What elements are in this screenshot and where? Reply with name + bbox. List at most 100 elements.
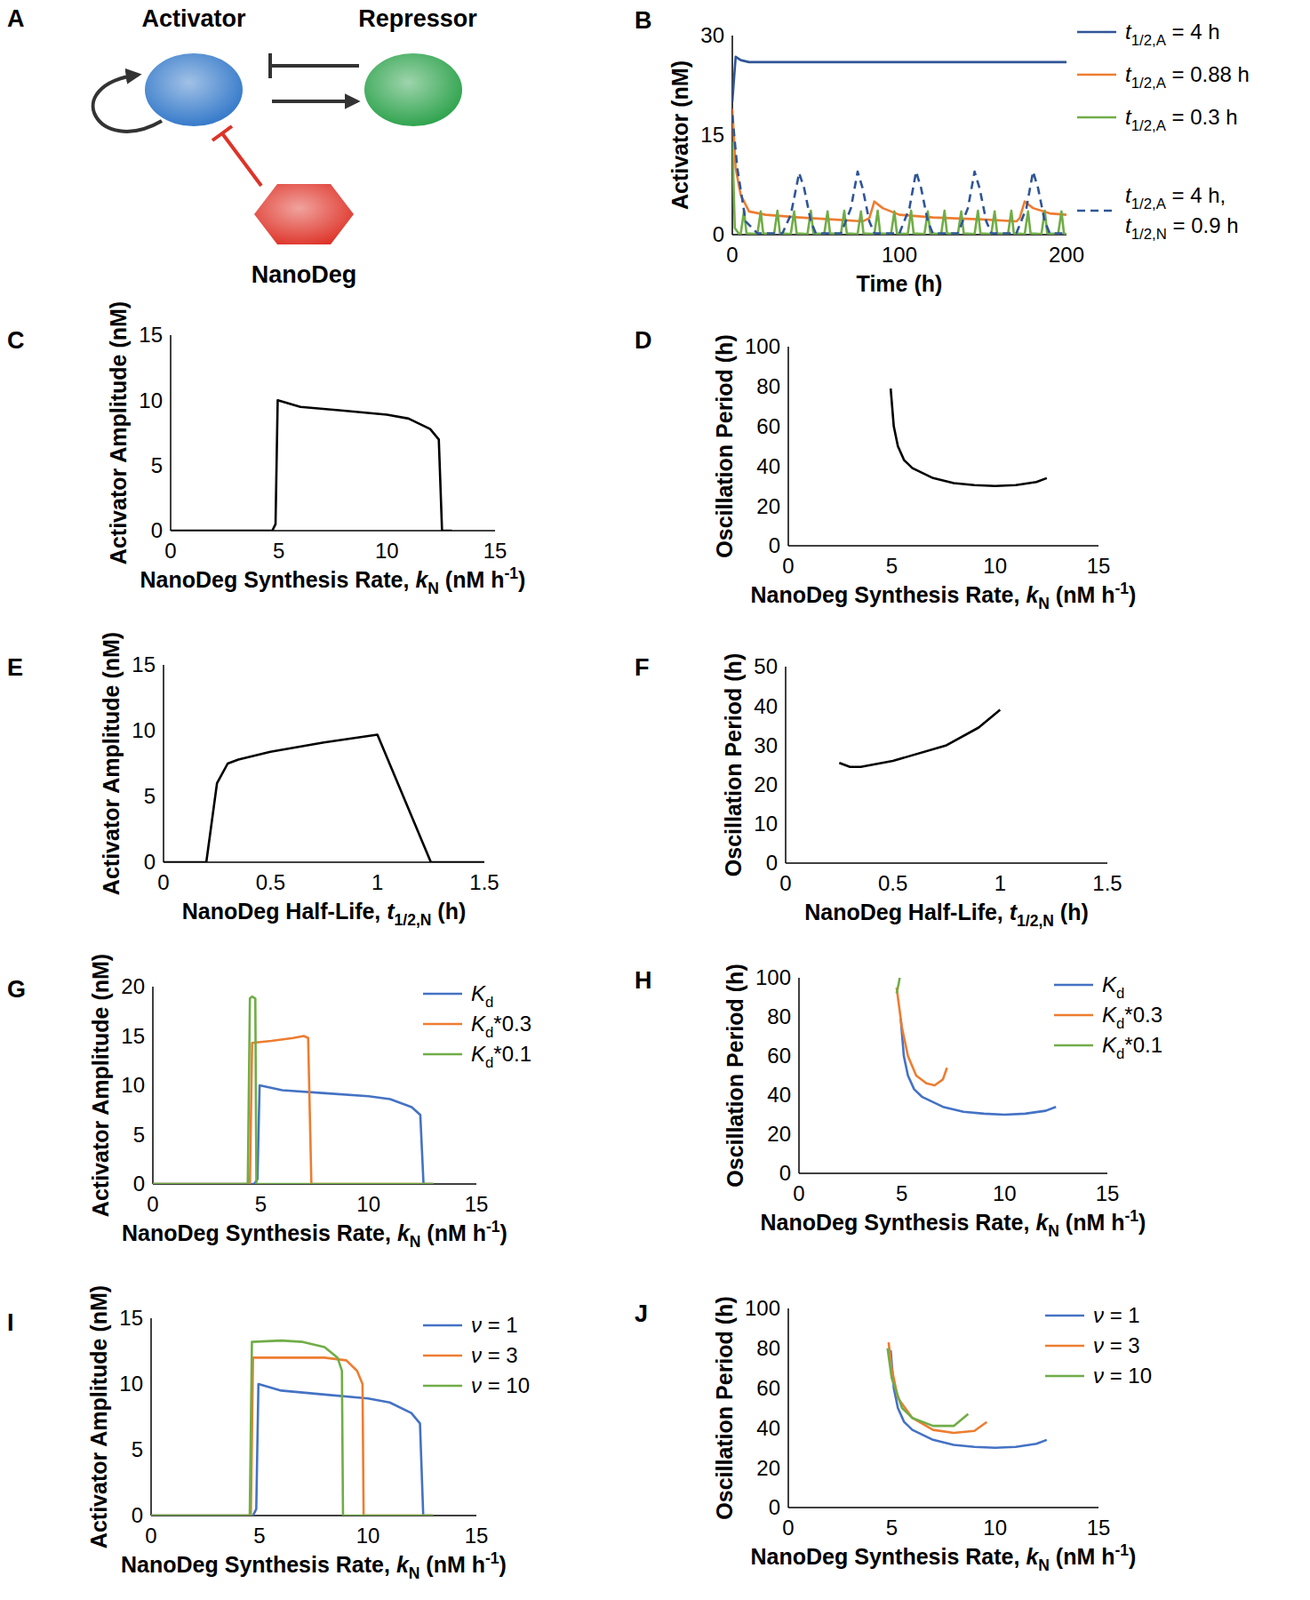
legend-swatch [423, 1324, 463, 1327]
x-axis-line [788, 1506, 1099, 1509]
y-tick-label: 20 [766, 1121, 791, 1146]
legend-swatch [1045, 1314, 1085, 1318]
text-run: h [490, 567, 504, 592]
legend-label: Kd [1102, 972, 1125, 1002]
x-tick-label: 0 [146, 1191, 159, 1216]
text-run: = 4 h, [1166, 183, 1226, 208]
y-tick-label: 100 [744, 334, 781, 359]
series-group [887, 1341, 1047, 1448]
legend: t1/2,A = 4 ht1/2,A = 0.88 ht1/2,A = 0.3 … [1077, 19, 1250, 243]
y-axis-title-group: Oscillation Period (h) [711, 1295, 737, 1519]
series-line [732, 56, 1067, 103]
legend-label: t1/2,A = 4 h [1125, 19, 1221, 49]
x-tick-label: 15 [1086, 553, 1111, 578]
chart-panel: J020406080100051015NanoDeg Synthesis Rat… [634, 1295, 1152, 1574]
figure: AActivatorRepressorNanoDegB015300100200T… [0, 0, 1310, 1600]
series-line [838, 710, 1000, 767]
y-tick-label: 10 [753, 811, 778, 836]
text-run: (nM [1059, 1209, 1111, 1235]
x-tick-label: 0 [779, 870, 791, 895]
y-axis-title: Oscillation Period (h) [720, 653, 746, 877]
text-run: -1 [1125, 1206, 1140, 1225]
legend-label: ν = 10 [1093, 1363, 1152, 1388]
panel-letter: D [634, 327, 653, 354]
y-tick-label: 0 [779, 1160, 791, 1185]
legend-label: Kd*0.3 [471, 1011, 532, 1041]
text-run: 1/2,A [1131, 117, 1167, 135]
x-tick-label: 15 [1086, 1515, 1111, 1540]
text-run: (nM [420, 1220, 472, 1246]
y-axis-title-group: Activator Amplitude (nM) [86, 1285, 112, 1549]
text-run: d [485, 993, 494, 1011]
text-run: h [1101, 1543, 1115, 1569]
text-run: NanoDeg Synthesis Rate, [120, 1551, 397, 1577]
chart-panel: C051015051015NanoDeg Synthesis Rate, kN … [7, 301, 526, 598]
text-run: (nM [419, 1551, 472, 1577]
text-run: -1 [1115, 579, 1130, 598]
text-run: NanoDeg Synthesis Rate, [121, 1220, 398, 1246]
legend-label: ν = 3 [1093, 1333, 1141, 1358]
series-line [152, 1085, 433, 1184]
text-line: t1/2,A = 4 h, [1125, 183, 1226, 213]
text-run: K [1102, 1002, 1118, 1027]
x-tick-label: 5 [886, 1515, 898, 1540]
text-run: d [1116, 1045, 1125, 1063]
panel-letter: F [634, 654, 650, 681]
chart-panel: D020406080100051015NanoDeg Synthesis Rat… [634, 327, 1136, 613]
y-tick-label: 0 [131, 1502, 144, 1527]
text-run: K [1102, 1032, 1118, 1057]
y-axis-title-group: Activator Amplitude (nM) [98, 631, 124, 895]
x-tick-label: 0 [782, 553, 794, 578]
legend-swatch [1077, 116, 1117, 120]
text-run: Activator Amplitude (nM) [86, 1285, 112, 1549]
y-tick-label: 100 [755, 965, 791, 990]
y-axis-title: Oscillation Period (h) [711, 1295, 737, 1519]
x-axis-title: NanoDeg Synthesis Rate, kN (nM h-1) [121, 1217, 508, 1251]
text-run: (nM [1049, 1543, 1102, 1569]
series-line [732, 141, 1067, 234]
panel-letter: H [634, 966, 653, 994]
x-tick-label: 5 [272, 538, 285, 563]
x-tick-label: 5 [886, 553, 898, 578]
text-run: NanoDeg Half-Life, [804, 899, 1010, 925]
chart-panel: G05101520051015NanoDeg Synthesis Rate, k… [7, 953, 532, 1251]
x-tick-label: 10 [356, 1191, 381, 1216]
node-label: Repressor [358, 5, 478, 32]
x-tick-label: 5 [255, 1191, 267, 1216]
text-run: 1/2,N [1131, 225, 1167, 243]
y-tick-label: 100 [744, 1295, 781, 1320]
y-tick-label: 80 [756, 1335, 781, 1360]
legend-swatch [1077, 73, 1117, 77]
x-tick-label: 5 [895, 1181, 908, 1206]
y-axis-title: Activator Amplitude (nM) [98, 631, 124, 895]
y-tick-label: 0 [712, 222, 725, 247]
text-run: -1 [504, 564, 520, 583]
panel-letter: A [7, 5, 25, 32]
text-run: d [1116, 984, 1125, 1002]
y-axis-line [798, 977, 800, 1174]
x-tick-label: 10 [982, 1515, 1007, 1540]
y-tick-label: 10 [131, 718, 156, 743]
legend-swatch [423, 1384, 463, 1388]
y-tick-label: 60 [756, 414, 781, 439]
y-tick-label: 20 [753, 772, 778, 797]
y-tick-label: 0 [768, 533, 781, 558]
text-run: K [471, 1041, 487, 1066]
y-tick-label: 0 [133, 1171, 145, 1196]
text-run: -1 [486, 1217, 501, 1236]
text-run: K [471, 981, 487, 1006]
text-run: Oscillation Period (h) [711, 1295, 737, 1519]
legend-label: t1/2,A = 4 h,t1/2,N = 0.9 h [1125, 183, 1239, 243]
series-group [838, 710, 1000, 767]
text-run: Activator Amplitude (nM) [105, 301, 131, 565]
text-run: = 3 [481, 1342, 519, 1367]
text-run: = 3 [1103, 1333, 1141, 1358]
y-tick-label: 0 [143, 849, 156, 874]
y-axis-line [787, 1308, 790, 1508]
legend-label: ν = 1 [1093, 1302, 1141, 1327]
series-line [151, 1340, 433, 1516]
x-axis-title: NanoDeg Half-Life, t1/2,N (h) [182, 898, 467, 929]
text-run: 1/2,A [1131, 195, 1167, 213]
text-run: N [409, 1232, 422, 1251]
legend-swatch [1077, 209, 1117, 213]
